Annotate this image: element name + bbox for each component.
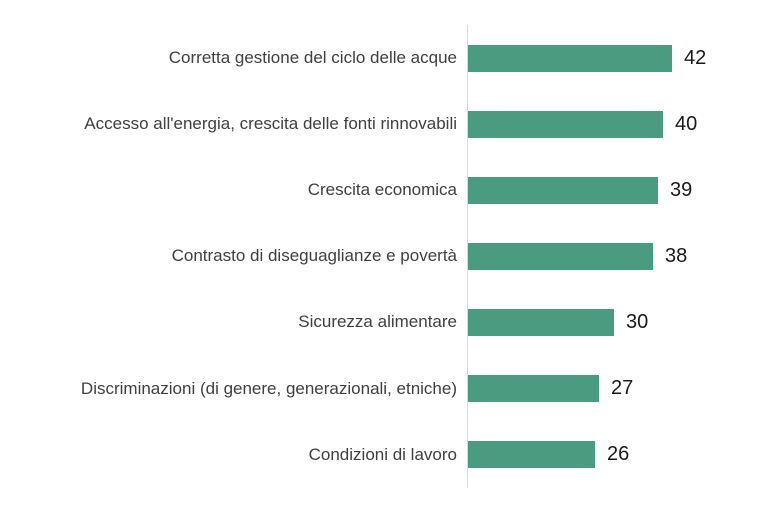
category-label: Accesso all'energia, crescita delle font… [84, 114, 457, 134]
bar-track: 26 [468, 441, 780, 469]
category-label: Sicurezza alimentare [298, 312, 457, 332]
bar-row: Discriminazioni (di genere, generazional… [0, 356, 780, 422]
value-label: 38 [665, 244, 688, 267]
bar [468, 441, 595, 469]
bar-row: Crescita economica 39 [0, 157, 780, 223]
bar [468, 242, 653, 270]
value-label: 39 [670, 178, 693, 201]
bar-track: 39 [468, 176, 780, 204]
bar-track: 27 [468, 375, 780, 403]
chart-plot-area: Corretta gestione del ciclo delle acque … [0, 25, 780, 488]
value-label: 26 [607, 443, 630, 466]
category-label: Corretta gestione del ciclo delle acque [168, 47, 457, 67]
bar-row: Contrasto di diseguaglianze e povertà 38 [0, 223, 780, 289]
value-label: 40 [675, 112, 698, 135]
value-label: 30 [626, 311, 649, 334]
category-label: Condizioni di lavoro [308, 444, 457, 464]
bar-row: Corretta gestione del ciclo delle acque … [0, 25, 780, 91]
value-label: 42 [684, 46, 707, 69]
category-label: Discriminazioni (di genere, generazional… [80, 378, 457, 398]
bar [468, 44, 672, 72]
bar-track: 42 [468, 44, 780, 72]
bar [468, 375, 599, 403]
bar-row: Sicurezza alimentare 30 [0, 290, 780, 356]
bar [468, 176, 658, 204]
bar-track: 40 [468, 110, 780, 138]
category-label: Crescita economica [307, 180, 457, 200]
bar-track: 30 [468, 309, 780, 337]
bar-row: Accesso all'energia, crescita delle font… [0, 91, 780, 157]
bar-row: Condizioni di lavoro 26 [0, 422, 780, 488]
bar [468, 309, 614, 337]
y-axis-line [467, 25, 468, 488]
bar [468, 110, 663, 138]
bar-track: 38 [468, 242, 780, 270]
value-label: 27 [611, 377, 634, 400]
category-label: Contrasto di diseguaglianze e povertà [171, 246, 457, 266]
